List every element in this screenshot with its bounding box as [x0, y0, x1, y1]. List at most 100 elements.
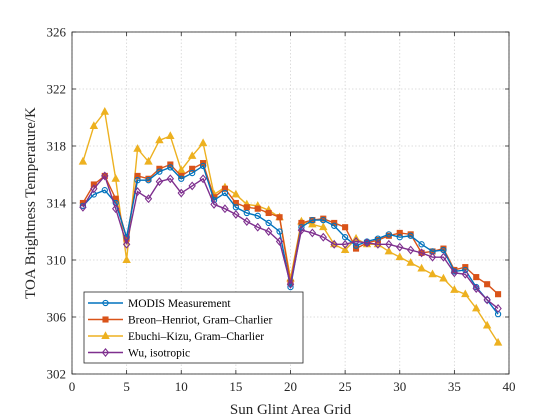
data-point — [90, 184, 98, 194]
data-point — [155, 135, 164, 144]
data-point — [199, 174, 207, 184]
data-point — [472, 284, 480, 293]
data-point — [89, 121, 99, 129]
data-point — [265, 209, 272, 217]
data-point — [439, 252, 448, 262]
data-point — [276, 214, 283, 221]
data-point — [483, 295, 491, 305]
data-point — [145, 177, 152, 184]
data-point — [189, 169, 196, 177]
data-point — [406, 258, 415, 266]
legend-entry: Wu, isotropic — [88, 348, 190, 360]
data-point — [363, 238, 371, 248]
data-point — [144, 156, 153, 165]
y-tick-label: 322 — [47, 82, 67, 97]
legend-marker — [102, 299, 109, 307]
data-point — [111, 174, 120, 182]
data-point — [122, 239, 131, 249]
data-point — [471, 303, 481, 312]
data-point — [232, 204, 240, 211]
series-ebuchi-kizu-gram-charlier — [78, 107, 503, 346]
data-point — [417, 263, 426, 272]
legend-entry: MODIS Measurement — [88, 298, 231, 310]
data-point — [352, 237, 360, 246]
y-tick-label: 306 — [47, 310, 67, 325]
data-point — [101, 187, 108, 194]
data-point — [342, 224, 349, 231]
data-point — [177, 188, 185, 198]
data-point — [493, 337, 503, 346]
legend-label: Wu, isotropic — [128, 348, 190, 360]
data-point — [243, 209, 250, 217]
series-wu-isotropic — [79, 171, 502, 313]
x-axis-title: Sun Glint Area Grid — [230, 402, 352, 418]
data-point — [286, 279, 295, 289]
axis-ticks: 0 5 10 15 20 25 30 35 40 302 306 310 314 318 322 326 — [47, 25, 516, 395]
data-point — [133, 187, 142, 197]
data-point — [473, 274, 480, 281]
data-point — [134, 172, 141, 179]
data-point — [232, 209, 240, 219]
data-point — [308, 228, 317, 238]
data-point — [243, 217, 251, 226]
data-point — [112, 195, 119, 202]
legend-marker — [102, 316, 109, 323]
data-point — [189, 165, 196, 172]
data-point — [417, 248, 426, 258]
data-point — [484, 281, 491, 288]
data-point — [287, 283, 294, 291]
data-point — [319, 222, 328, 231]
data-point — [167, 164, 174, 171]
data-point — [407, 232, 414, 239]
data-point — [133, 144, 142, 152]
data-point — [440, 246, 447, 254]
series-line — [82, 174, 499, 310]
y-tick-label: 318 — [47, 139, 67, 154]
data-point — [177, 165, 186, 174]
x-tick-label: 40 — [503, 379, 516, 394]
data-point — [418, 241, 425, 248]
data-point — [155, 177, 164, 187]
data-point — [78, 156, 88, 165]
data-point — [188, 181, 196, 191]
data-point — [494, 303, 502, 313]
data-point — [243, 204, 250, 211]
data-point — [341, 239, 349, 249]
data-point — [406, 245, 415, 255]
x-tick-label: 5 — [123, 379, 130, 394]
data-point — [166, 131, 175, 139]
data-point — [134, 177, 141, 184]
data-point — [428, 252, 437, 262]
legend-marker — [101, 331, 110, 339]
series-layer — [78, 107, 503, 346]
legend-marker — [101, 348, 110, 357]
y-tick-label: 326 — [47, 25, 67, 40]
data-point — [210, 199, 218, 209]
legend-label: MODIS Measurement — [128, 298, 231, 310]
data-point — [450, 285, 459, 293]
data-point — [264, 227, 273, 236]
legend-label: Breon–Henriot, Gram–Charlier — [128, 315, 273, 327]
data-point — [352, 242, 360, 249]
data-point — [254, 212, 261, 219]
data-point — [385, 239, 393, 249]
legend: MODIS Measurement Breon–Henriot, Gram–Cha… — [83, 291, 304, 364]
data-point — [298, 219, 305, 226]
data-point — [178, 175, 185, 182]
data-point — [100, 107, 110, 115]
data-point — [461, 289, 470, 298]
legend-box — [83, 291, 304, 364]
x-tick-label: 35 — [448, 379, 461, 394]
x-tick-label: 0 — [69, 379, 76, 394]
data-point — [396, 229, 403, 236]
y-axis-title: TOA Brightness Temperature/K — [23, 107, 39, 299]
data-point — [341, 234, 349, 241]
data-point — [462, 266, 469, 274]
data-point — [384, 246, 394, 255]
data-point — [396, 234, 403, 241]
data-point — [340, 245, 350, 253]
legend-label: Ebuchi–Kizu, Gram–Charlier — [128, 331, 264, 343]
data-point — [330, 239, 338, 249]
data-point — [308, 219, 317, 228]
